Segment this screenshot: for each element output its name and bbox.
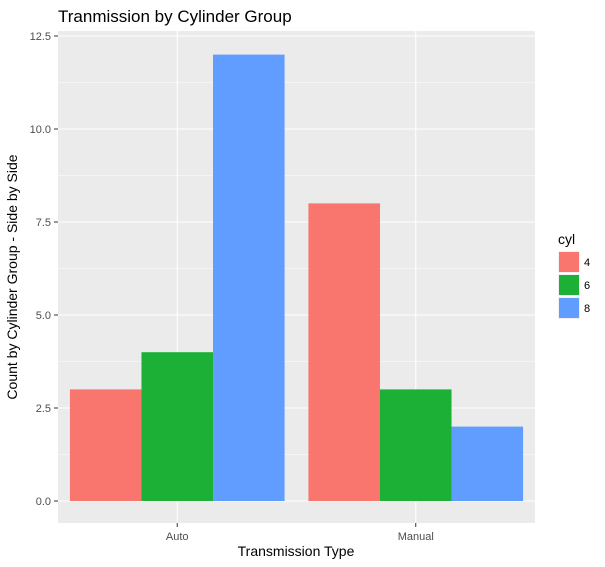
bar-auto-cyl-6 <box>141 352 214 501</box>
x-axis: Auto Manual <box>166 523 434 543</box>
bars <box>69 54 524 501</box>
bar-auto-cyl-8 <box>213 54 285 501</box>
x-axis-title: Transmission Type <box>238 543 355 559</box>
y-tick-label: 0.0 <box>36 496 51 508</box>
legend-title: cyl <box>558 231 575 247</box>
y-tick-label: 2.5 <box>36 403 51 415</box>
y-axis-title: Count by Cylinder Group - Side by Side <box>4 154 20 399</box>
y-tick-label: 5.0 <box>36 310 51 322</box>
legend-swatch-8 <box>559 298 579 318</box>
y-tick-label: 7.5 <box>36 217 51 229</box>
legend-label-4: 4 <box>584 257 590 269</box>
legend: cyl 4 6 8 <box>558 231 590 319</box>
y-axis: 0.0 2.5 5.0 7.5 10.0 12.5 <box>30 31 58 508</box>
x-tick-label: Manual <box>398 531 434 543</box>
x-tick-label: Auto <box>166 531 189 543</box>
legend-swatch-4 <box>559 252 579 272</box>
y-tick-label: 10.0 <box>30 124 51 136</box>
bar-manual-cyl-4 <box>308 203 380 501</box>
y-tick-label: 12.5 <box>30 31 51 43</box>
chart-title: Tranmission by Cylinder Group <box>58 7 292 26</box>
legend-label-8: 8 <box>584 303 590 315</box>
bar-manual-cyl-6 <box>379 389 452 501</box>
legend-label-6: 6 <box>584 280 590 292</box>
bar-auto-cyl-4 <box>69 389 142 501</box>
bar-manual-cyl-8 <box>451 426 524 501</box>
grid-major <box>58 31 535 523</box>
legend-swatch-6 <box>559 275 579 295</box>
